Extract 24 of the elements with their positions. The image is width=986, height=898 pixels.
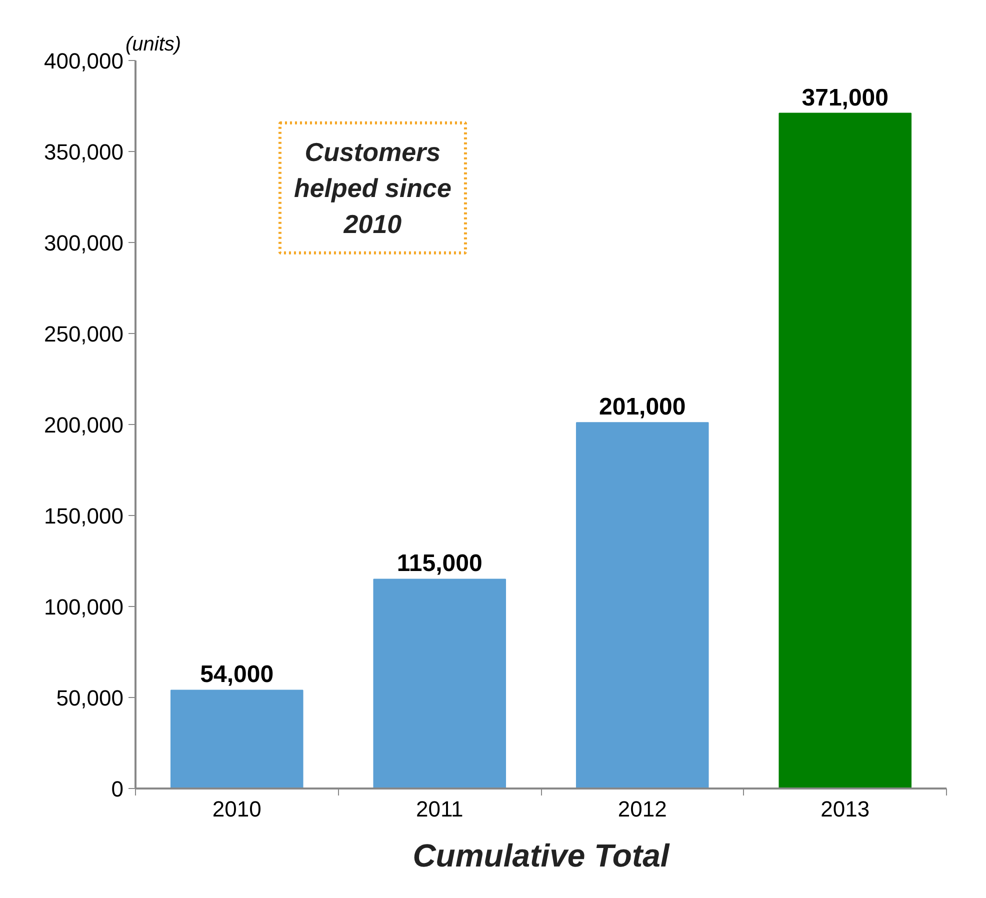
data-label: 115,000: [396, 550, 482, 578]
x-tick-label: 2010: [212, 796, 262, 822]
y-tick-label: 250,000: [44, 322, 124, 346]
data-label: 201,000: [599, 394, 686, 421]
x-tick-label: 2011: [416, 796, 464, 822]
bar: [576, 422, 709, 788]
x-tick-label: 2013: [820, 796, 870, 822]
y-tick-label: 300,000: [44, 230, 124, 256]
data-label: 54,000: [200, 661, 274, 688]
bar: [778, 112, 912, 788]
y-tick-label: 100,000: [44, 594, 124, 620]
y-tick-label: 350,000: [44, 140, 124, 164]
y-tick-label: 150,000: [44, 504, 124, 528]
y-tick-label: 50,000: [56, 686, 124, 710]
bar: [373, 578, 506, 788]
y-axis-title: (units): [126, 34, 182, 56]
x-tick-label: 2012: [618, 796, 667, 822]
bar: [170, 690, 304, 788]
annotation: Customers helped since 2010: [294, 136, 452, 239]
y-tick-label: 400,000: [44, 48, 124, 74]
data-label: 371,000: [802, 84, 889, 112]
y-tick-label: 0: [111, 776, 124, 802]
y-tick-label: 200,000: [44, 412, 124, 438]
x-axis-title: Cumulative Total: [412, 838, 670, 874]
